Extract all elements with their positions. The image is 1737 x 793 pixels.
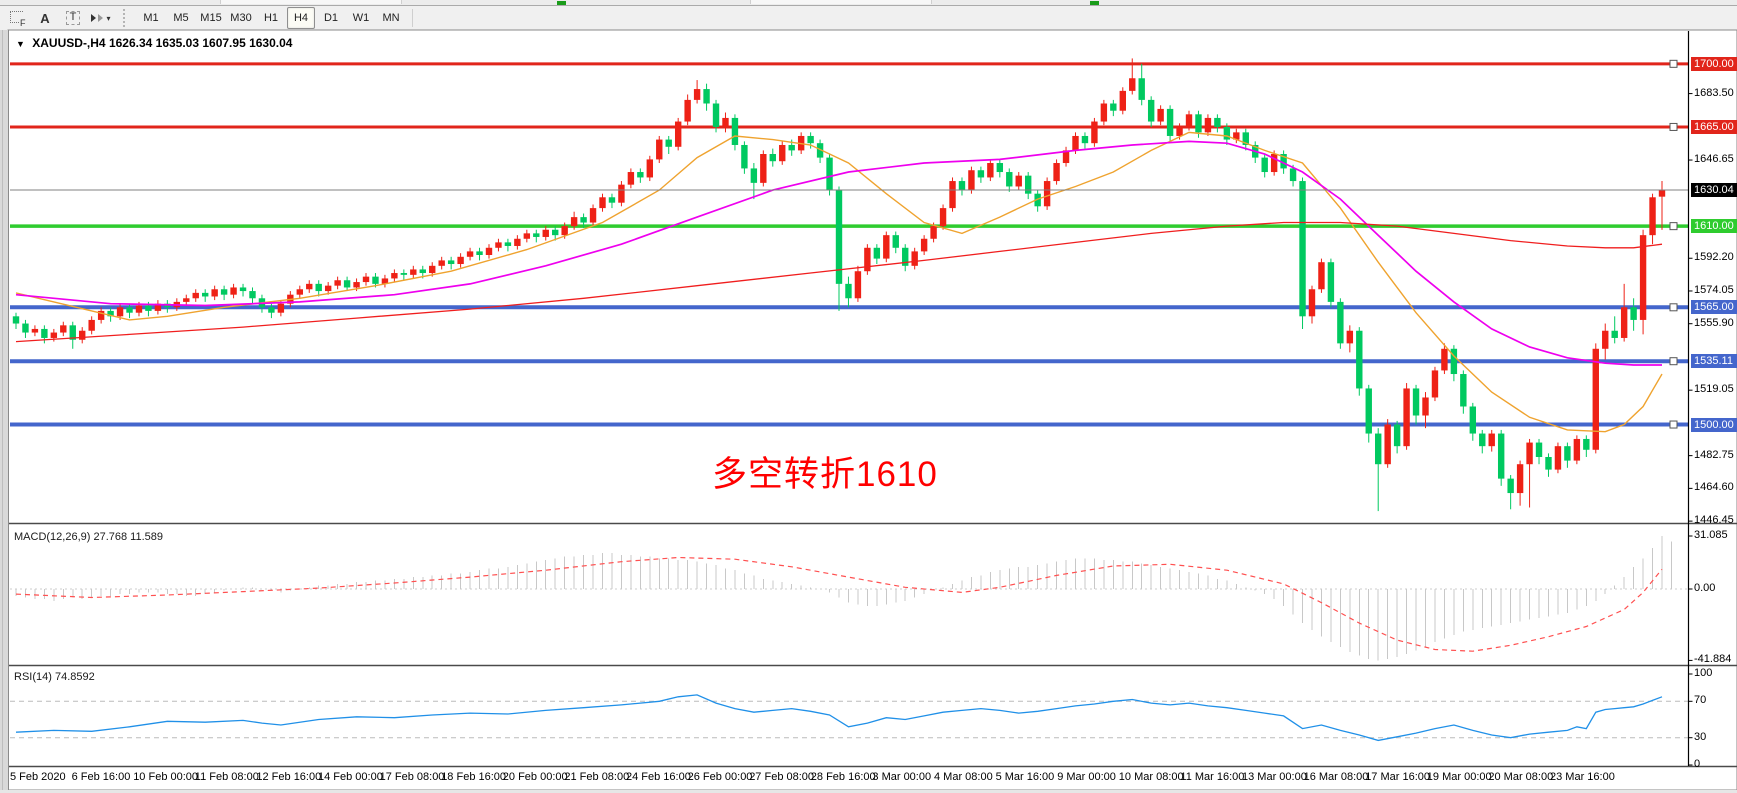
price-level-badge: 1535.11 xyxy=(1691,354,1737,369)
price-axis-tick-label: 1555.90 xyxy=(1694,316,1734,329)
timeframe-d1-button[interactable]: D1 xyxy=(323,12,339,24)
x-axis-date-label: 28 Feb 16:00 xyxy=(810,771,876,783)
ma-mid-magenta-line xyxy=(15,140,1662,366)
x-axis-date-label: 11 Feb 08:00 xyxy=(194,771,259,783)
timeframe-mn-button[interactable]: MN xyxy=(382,12,400,24)
chart-window-background xyxy=(7,29,1737,791)
macd-scale-label: -41.884 xyxy=(1694,653,1732,666)
price-level-badge: 1565.00 xyxy=(1691,300,1737,315)
timeframe-m1-button[interactable]: M1 xyxy=(143,12,159,24)
x-axis-date-label: 27 Feb 08:00 xyxy=(749,771,815,783)
x-axis-date-label: 20 Feb 00:00 xyxy=(502,771,568,783)
x-axis-date-label: 14 Feb 00:00 xyxy=(318,771,383,783)
text-tool-button[interactable]: T xyxy=(60,7,86,29)
text-label-button[interactable]: A xyxy=(32,7,58,29)
price-axis-tick-label: 1683.50 xyxy=(1694,86,1734,99)
x-axis-date-label: 23 Mar 16:00 xyxy=(1550,771,1615,783)
x-axis-date-label: 13 Mar 00:00 xyxy=(1242,771,1307,783)
symbol-ohlc-text: XAUUSD-,H4 1626.34 1635.03 1607.95 1630.… xyxy=(32,36,293,50)
toolbar-drag-handle[interactable] xyxy=(123,9,132,27)
x-axis-date-label: 24 Feb 16:00 xyxy=(626,771,691,783)
price-level-badge: 1500.00 xyxy=(1691,417,1737,432)
macd-scale-label: 0.00 xyxy=(1694,582,1716,594)
x-axis-date-label: 5 Feb 2020 xyxy=(10,771,66,783)
x-axis-date-label: 3 Mar 00:00 xyxy=(872,771,932,783)
timeframe-w1-button[interactable]: W1 xyxy=(352,12,370,24)
horizontal-level-lines xyxy=(10,62,1688,427)
current-price-badge: 1630.04 xyxy=(1691,182,1737,197)
timeframe-m30-button[interactable]: M30 xyxy=(230,12,252,24)
x-axis-date-label: 26 Feb 00:00 xyxy=(687,771,753,783)
macd-histogram xyxy=(15,536,1672,661)
x-axis-date-label: 5 Mar 16:00 xyxy=(995,771,1055,783)
x-axis-date-label: 17 Feb 08:00 xyxy=(379,771,445,783)
price-axis-tick-label: 1574.05 xyxy=(1694,283,1734,296)
symbol-ohlc-header: ▼ XAUUSD-,H4 1626.34 1635.03 1607.95 163… xyxy=(16,36,292,50)
candles-group xyxy=(12,58,1666,512)
window-bottom-edge xyxy=(0,790,1737,793)
x-axis-date-label: 4 Mar 08:00 xyxy=(934,771,993,783)
indicator-grid-icon: F xyxy=(9,11,27,28)
toolbar-remnant-green-mark xyxy=(1090,1,1099,5)
toolbar-remnant-segment xyxy=(750,0,932,4)
rsi-scale-label: 30 xyxy=(1694,730,1707,743)
price-axis-tick-label: 1446.45 xyxy=(1694,514,1734,527)
level-end-markers xyxy=(1669,59,1678,429)
price-level-badge: 1700.00 xyxy=(1691,56,1737,71)
chart-toolbar: F A T ▾ M1 M5 M15 M30 H1 H4 D1 W1 MN xyxy=(0,6,1737,31)
macd-scale-label: 31.085 xyxy=(1694,529,1728,541)
rsi-indicator-label: RSI(14) 74.8592 xyxy=(14,671,95,683)
timeframe-h4-button[interactable]: H4 xyxy=(287,7,315,29)
ma-slow-red-line xyxy=(15,221,1663,343)
x-axis-date-label: 18 Feb 16:00 xyxy=(441,771,507,783)
price-axis-tick-label: 1464.60 xyxy=(1694,481,1734,494)
x-axis-date-label: 9 Mar 00:00 xyxy=(1057,771,1116,783)
macd-indicator-label: MACD(12,26,9) 27.768 11.589 xyxy=(14,531,163,543)
timeframe-m5-button[interactable]: M5 xyxy=(173,12,189,24)
rsi-line xyxy=(15,694,1663,742)
x-axis-date-label: 11 Mar 16:00 xyxy=(1180,771,1245,783)
price-axis-tick-label: 1592.20 xyxy=(1694,251,1734,264)
price-axis-tick-label: 1482.75 xyxy=(1694,448,1734,461)
x-axis-date-label: 12 Feb 16:00 xyxy=(256,771,322,783)
x-axis-date-label: 16 Mar 08:00 xyxy=(1303,771,1369,783)
x-axis-date-label: 17 Mar 16:00 xyxy=(1365,771,1431,783)
shapes-icon: ▾ xyxy=(91,13,111,23)
rsi-scale-label: 0 xyxy=(1694,758,1701,770)
x-axis-date-label: 21 Feb 08:00 xyxy=(564,771,630,783)
shapes-button[interactable]: ▾ xyxy=(88,7,114,29)
chevron-down-icon: ▾ xyxy=(106,13,111,23)
x-axis-date-label: 20 Mar 08:00 xyxy=(1488,771,1554,783)
x-axis-date-label: 19 Mar 00:00 xyxy=(1426,771,1492,783)
price-axis-tick-label: 1646.65 xyxy=(1694,153,1734,166)
text-label-icon: A xyxy=(40,10,50,26)
symbol-dropdown-icon[interactable]: ▼ xyxy=(16,39,25,49)
window-left-edge xyxy=(0,30,9,793)
rsi-scale-label: 70 xyxy=(1694,694,1707,707)
x-axis-date-label: 10 Mar 08:00 xyxy=(1118,771,1184,783)
ma-fast-orange-line xyxy=(15,131,1663,433)
macd-signal-line xyxy=(15,556,1663,652)
timeframe-h1-button[interactable]: H1 xyxy=(263,12,279,24)
top-toolbar-remnant xyxy=(0,0,1737,6)
chart-annotation-text: 多空转折1610 xyxy=(712,455,938,494)
axis-tick-marks xyxy=(1688,93,1693,766)
x-axis-date-label: 10 Feb 00:00 xyxy=(133,771,199,783)
rsi-scale-label: 100 xyxy=(1694,667,1713,679)
toolbar-remnant-green-mark xyxy=(557,1,566,5)
price-level-badge: 1665.00 xyxy=(1691,119,1737,134)
toolbar-remnant-segment xyxy=(220,0,402,4)
timeframe-m15-button[interactable]: M15 xyxy=(200,12,222,24)
price-axis-tick-label: 1519.05 xyxy=(1694,383,1734,396)
toolbar-separator xyxy=(412,9,413,27)
price-level-badge: 1610.00 xyxy=(1691,219,1737,234)
text-tool-icon: T xyxy=(65,11,81,25)
x-axis-date-label: 6 Feb 16:00 xyxy=(71,771,131,783)
crosshair-grid-button[interactable]: F xyxy=(4,7,30,29)
